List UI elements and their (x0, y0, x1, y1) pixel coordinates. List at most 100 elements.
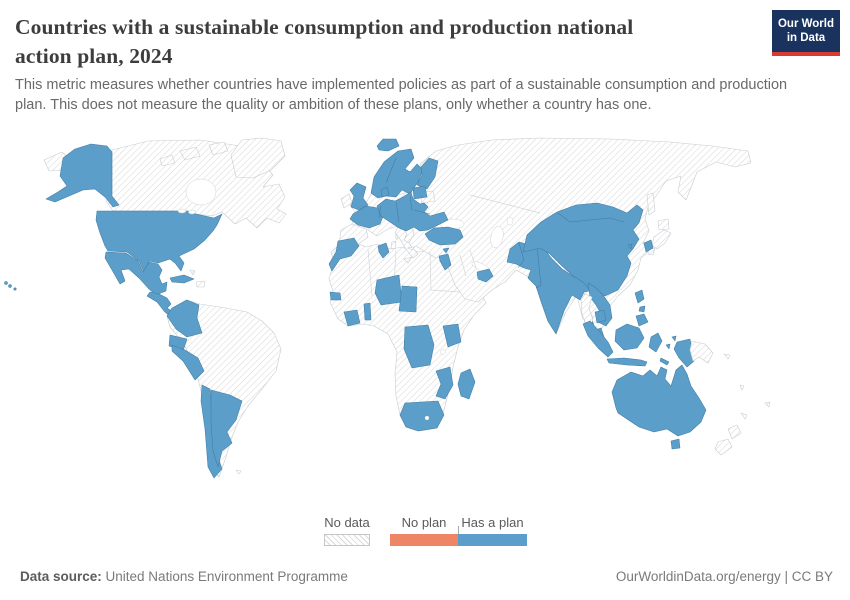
legend-tick (458, 526, 459, 534)
legend-swatch-no-plan[interactable] (390, 534, 458, 546)
country-australia[interactable] (611, 364, 707, 437)
country-indonesia-papua[interactable] (673, 338, 695, 368)
country-colombia[interactable] (166, 299, 203, 338)
country-morocco[interactable] (328, 237, 360, 272)
country-baltics[interactable] (412, 185, 428, 200)
chart-subtitle: This metric measures whether countries h… (15, 76, 830, 115)
central-europe[interactable] (376, 191, 449, 232)
owid-logo-box: Our World in Data (772, 10, 840, 52)
country-denmark[interactable] (380, 186, 390, 198)
country-norway-sweden[interactable] (370, 148, 424, 199)
country-indonesia-sulawesi[interactable] (648, 332, 663, 353)
country-tunisia[interactable] (377, 242, 390, 259)
timor[interactable] (659, 357, 670, 366)
country-jordan[interactable] (438, 253, 452, 271)
title-line2: action plan, 2024 (15, 43, 173, 68)
country-borneo[interactable] (614, 323, 645, 351)
legend-swatch-has-plan[interactable] (458, 534, 527, 546)
country-madagascar[interactable] (457, 368, 476, 400)
hawaii[interactable] (4, 281, 8, 285)
country-uae[interactable] (476, 268, 494, 283)
tasmania[interactable] (670, 438, 681, 450)
country-niger[interactable] (374, 274, 403, 306)
maluku-islands[interactable] (665, 343, 671, 350)
corsica[interactable] (394, 234, 399, 241)
country-turkey[interactable] (424, 226, 464, 246)
country-japan-honshu[interactable] (651, 229, 672, 250)
border-china-mongolia (557, 212, 625, 223)
owid-logo-redbar (772, 52, 840, 56)
country-philippines[interactable] (634, 289, 645, 304)
country-finland[interactable] (416, 157, 439, 190)
country-dr-congo[interactable] (403, 324, 435, 369)
country-alaska-usa[interactable] (45, 143, 120, 208)
country-philippines[interactable] (638, 305, 646, 313)
country-argentina[interactable] (210, 389, 243, 468)
maluku-islands[interactable] (671, 335, 677, 342)
country-new-zealand[interactable] (714, 438, 733, 456)
country-cambodia[interactable] (594, 309, 607, 324)
country-mozambique[interactable] (435, 366, 454, 400)
country-china-mongolia[interactable] (522, 202, 644, 297)
sardinia[interactable] (390, 240, 397, 250)
crete[interactable] (407, 246, 415, 251)
legend-label-no-data: No data (324, 515, 370, 530)
country-laos-vietnam[interactable] (587, 282, 613, 327)
owid-logo[interactable]: Our World in Data (772, 10, 840, 56)
country-papua-new-guinea[interactable] (689, 340, 714, 364)
new-caledonia[interactable] (740, 412, 748, 420)
border-europe (409, 195, 413, 211)
country-senegal[interactable] (329, 291, 342, 301)
arctic-island[interactable] (208, 141, 229, 156)
sakhalin[interactable] (646, 192, 656, 216)
country-united-kingdom[interactable] (349, 182, 369, 211)
border-kazakhstan (469, 194, 541, 214)
title-line1: Countries with a sustainable consumption… (15, 15, 634, 39)
country-japan-hokkaido[interactable] (657, 218, 670, 231)
country-south-africa[interactable] (399, 400, 445, 432)
hawaii[interactable] (8, 284, 12, 288)
country-indonesia-java[interactable] (606, 357, 648, 367)
owid-logo-line2: in Data (786, 32, 826, 44)
arctic-island[interactable] (159, 154, 176, 167)
country-philippines[interactable] (635, 313, 649, 327)
country-indonesia-sumatra[interactable] (582, 320, 614, 358)
attribution-separator: | (780, 569, 792, 584)
falkland-islands[interactable] (235, 469, 242, 475)
fiji[interactable] (764, 401, 771, 408)
country-cuba[interactable] (169, 274, 195, 284)
country-france[interactable] (349, 205, 385, 229)
license-link[interactable]: CC BY (791, 569, 833, 584)
hawaii[interactable] (13, 287, 17, 291)
legend-label-no-plan: No plan (401, 515, 447, 530)
country-benin[interactable] (363, 302, 372, 321)
owid-url-link[interactable]: OurWorldinData.org/energy (615, 569, 781, 584)
country-hispaniola[interactable] (195, 280, 206, 288)
aral-sea (506, 216, 514, 226)
country-cote-divoire[interactable] (343, 309, 361, 327)
country-new-zealand[interactable] (727, 424, 742, 440)
solomon-islands[interactable] (723, 353, 731, 360)
bahamas[interactable] (189, 269, 196, 276)
country-mexico[interactable] (104, 251, 168, 296)
country-taiwan[interactable] (627, 243, 633, 250)
country-kenya[interactable] (442, 323, 462, 348)
world-map (4, 137, 771, 479)
country-iceland[interactable] (376, 138, 400, 152)
border-europe (413, 209, 431, 215)
arctic-island[interactable] (179, 146, 201, 161)
lake-victoria (440, 349, 446, 355)
subtitle-line1: This metric measures whether countries h… (15, 77, 788, 93)
data-source: Data source: United Nations Environment … (20, 569, 348, 584)
country-peru[interactable] (171, 344, 205, 381)
sicily[interactable] (403, 256, 413, 264)
vanuatu[interactable] (739, 384, 745, 391)
country-cyprus[interactable] (442, 247, 450, 254)
country-chad[interactable] (398, 285, 418, 313)
legend-swatch-no-data[interactable] (324, 534, 370, 546)
country-south-korea[interactable] (643, 239, 654, 253)
country-greenland[interactable] (230, 137, 286, 179)
country-united-states[interactable] (95, 210, 223, 273)
